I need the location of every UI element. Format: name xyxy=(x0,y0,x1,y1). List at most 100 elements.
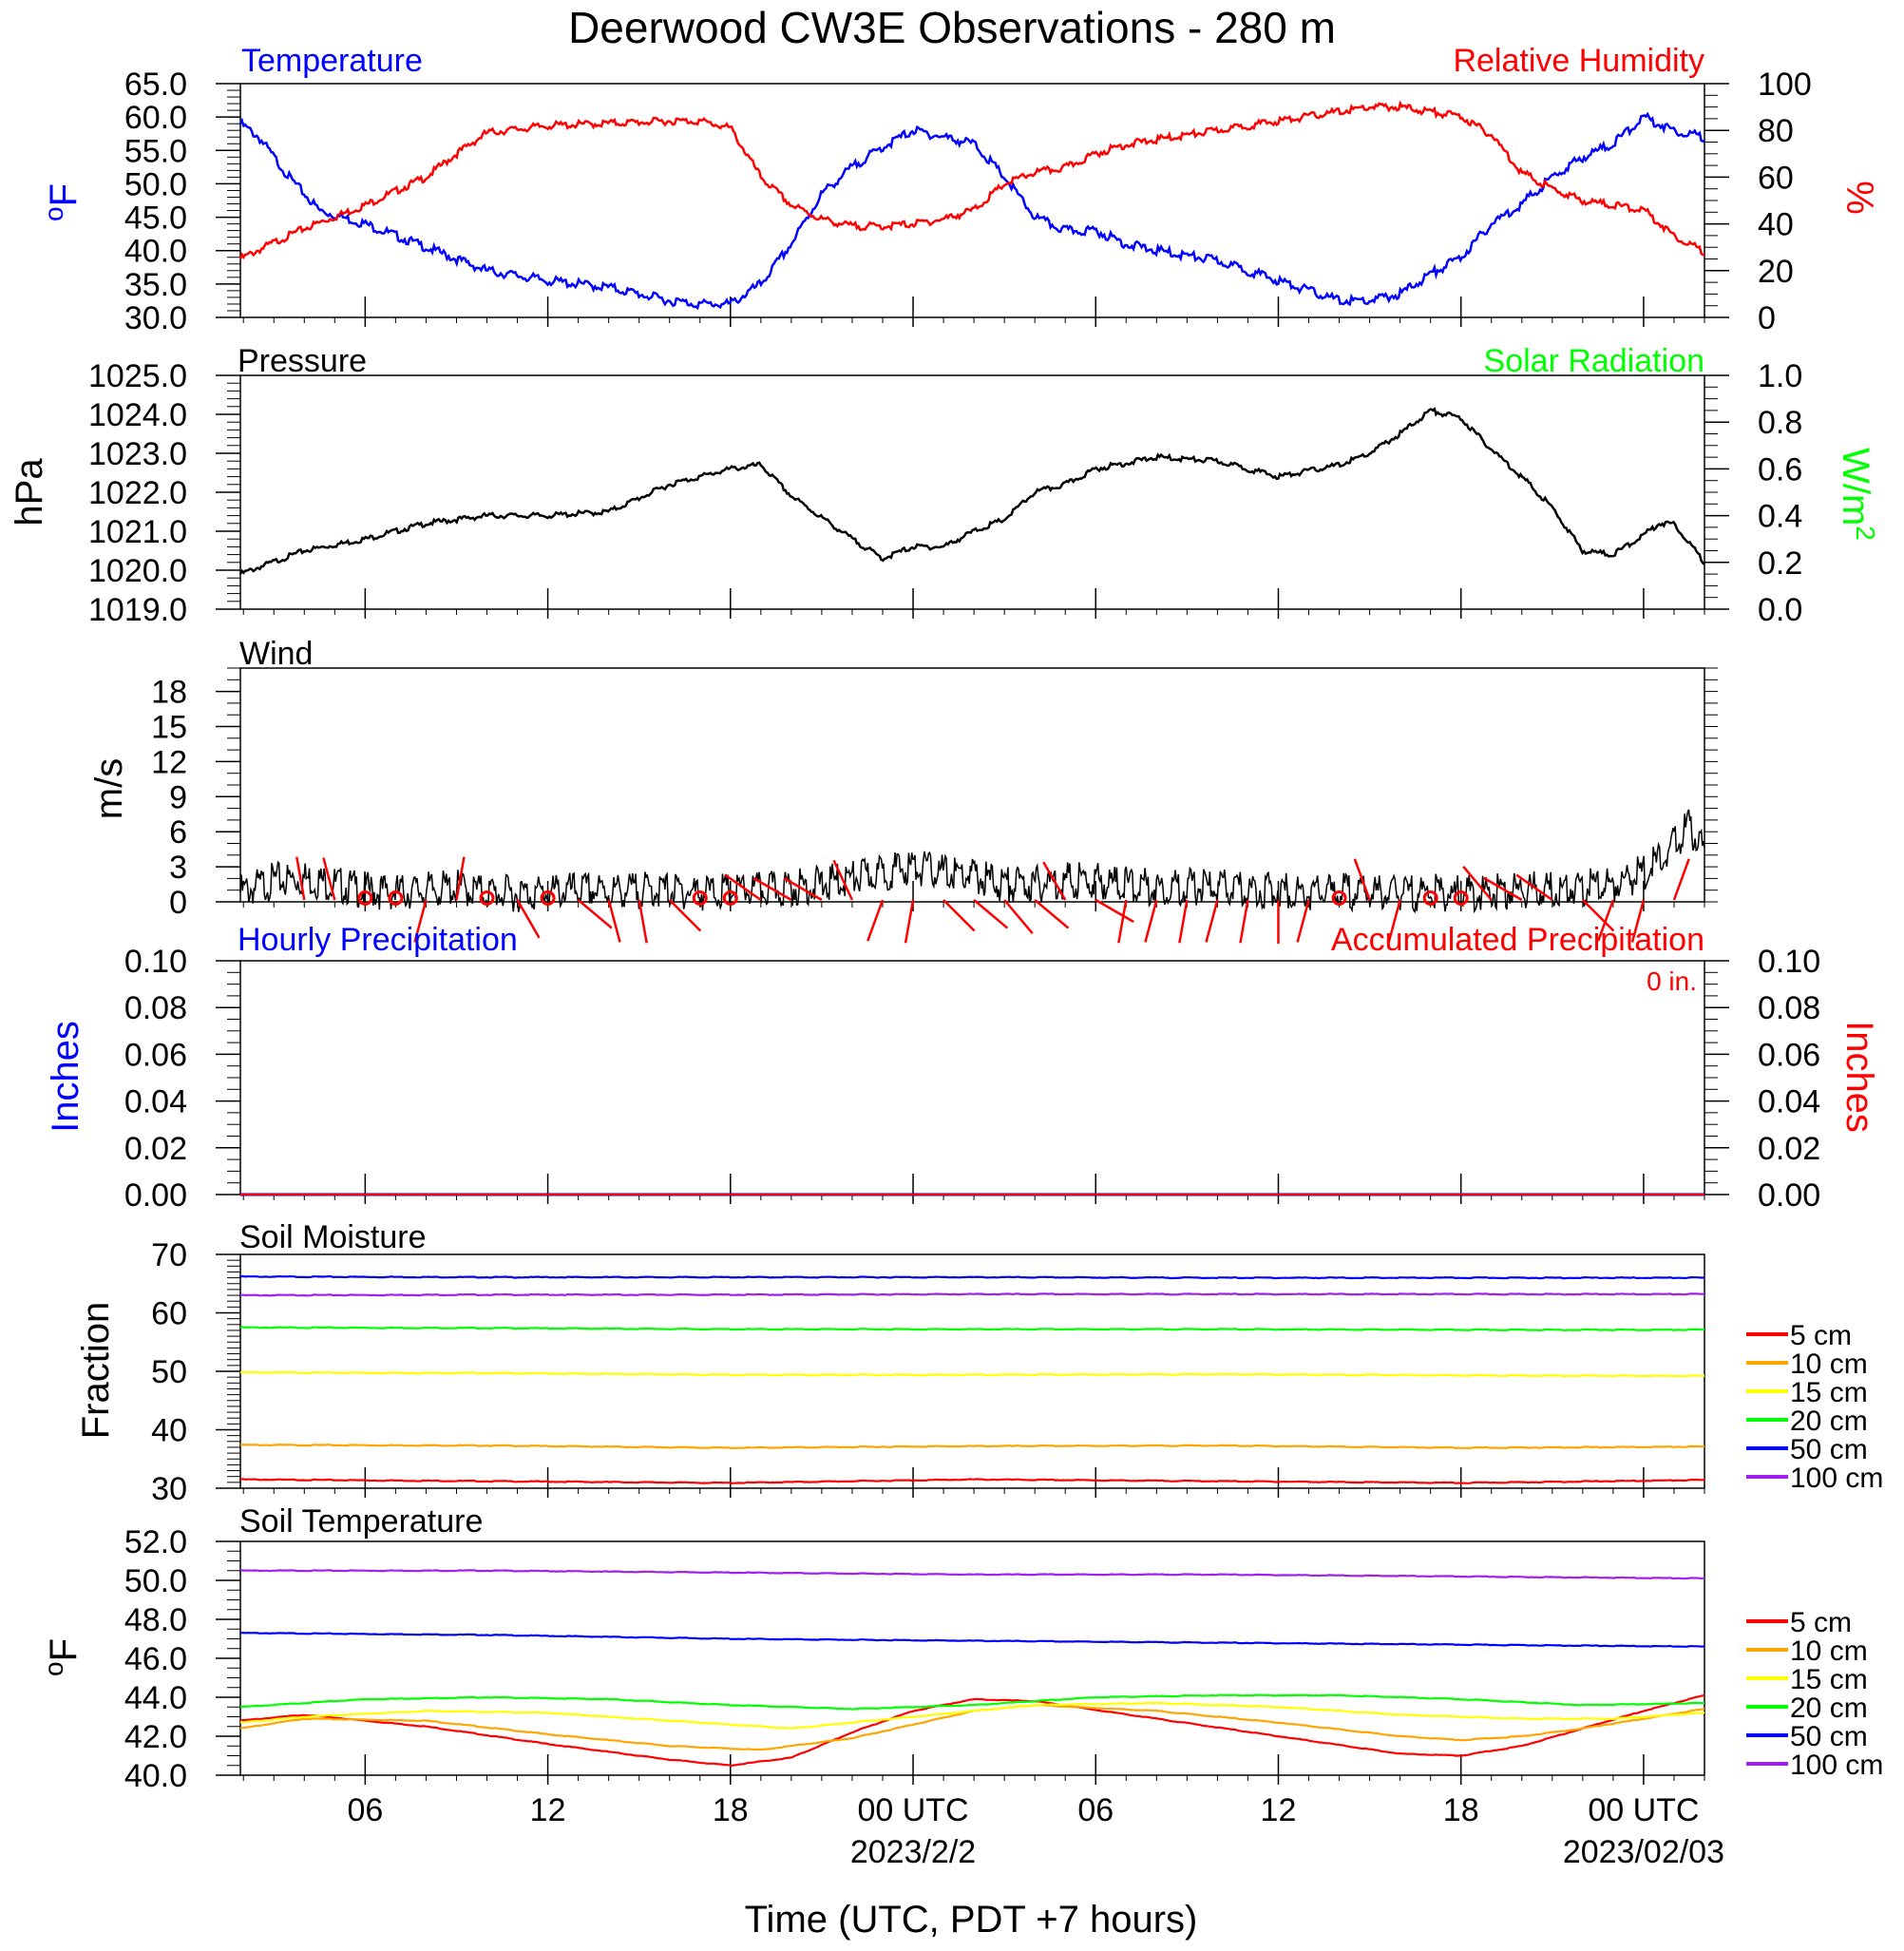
wind-barb xyxy=(1296,899,1310,943)
soil-moisture-panel: Soil Moisture Fraction 30 40 50 60 70 5 cm10 … xyxy=(75,1219,1883,1507)
wind-barb xyxy=(973,899,1009,929)
wind-barb xyxy=(322,857,336,901)
pressure-label: Pressure xyxy=(238,343,367,379)
pressure-tick-label: 1022.0 xyxy=(88,475,187,511)
depth-line-15cm xyxy=(239,1370,1705,1378)
humidity-line xyxy=(238,100,1705,259)
degree-prefix: o xyxy=(39,206,68,221)
wind-barb xyxy=(1515,873,1553,902)
depth-line-5cm xyxy=(239,1478,1705,1485)
soil-temperature-tick-label: 44.0 xyxy=(124,1680,187,1716)
accum-precip-tick-label: 0.02 xyxy=(1758,1131,1820,1167)
wind-tick-label: 15 xyxy=(151,710,187,746)
soil-moisture-label: Soil Moisture xyxy=(239,1219,427,1255)
time-tick-label: 18 xyxy=(1443,1792,1479,1828)
depth-line-10cm xyxy=(239,1443,1705,1450)
depth-line-5cm xyxy=(239,1693,1705,1768)
wind-barb xyxy=(1462,865,1493,901)
wind-barb xyxy=(1095,898,1134,924)
solar-tick-label: 0.8 xyxy=(1758,405,1802,441)
precip-tick-label: 0.06 xyxy=(124,1037,187,1073)
wind-barb xyxy=(1205,899,1219,943)
wind-barb xyxy=(783,876,823,902)
humidity-tick-label: 80 xyxy=(1758,113,1794,149)
temperature-tick-label: 65.0 xyxy=(124,67,187,103)
wind-barb xyxy=(607,899,621,943)
wind-label: Wind xyxy=(239,636,313,672)
wind-barb xyxy=(724,873,762,902)
solar-label: Solar Radiation xyxy=(1484,343,1704,379)
temperature-tick-label: 50.0 xyxy=(124,166,187,202)
wind-barb xyxy=(668,899,702,932)
calm-wind-marker xyxy=(540,890,556,906)
wind-barb xyxy=(1596,899,1615,942)
soil-temperature-legend-entry: 10 cm xyxy=(1790,1635,1868,1667)
depth-line-100cm xyxy=(239,1569,1705,1580)
wind-barb xyxy=(1630,899,1646,943)
time-tick-label: 06 xyxy=(1077,1792,1114,1828)
precip-tick-label: 0.04 xyxy=(124,1084,187,1120)
temperature-tick-label: 55.0 xyxy=(124,133,187,169)
fahrenheit-unit: F xyxy=(43,1638,85,1661)
wind-barb xyxy=(295,856,306,901)
degree-prefix: o xyxy=(39,1661,68,1676)
precip-tick-label: 0.10 xyxy=(124,944,187,980)
soil-moisture-legend-entry: 15 cm xyxy=(1790,1377,1868,1408)
soil-moisture-tick-label: 30 xyxy=(151,1471,187,1507)
calm-wind-marker xyxy=(1331,890,1347,906)
accum-precip-tick-label: 0.00 xyxy=(1758,1177,1820,1214)
depth-line-50cm xyxy=(239,1274,1705,1280)
precip-tick-label: 0.00 xyxy=(124,1177,187,1214)
wind-barb xyxy=(455,856,466,901)
depth-line-20cm xyxy=(239,1693,1705,1711)
soil-temperature-tick-label: 40.0 xyxy=(124,1758,187,1794)
soil-temperature-legend-entry: 100 cm xyxy=(1790,1750,1883,1781)
wind-tick-label: 6 xyxy=(169,814,187,851)
wind-barb xyxy=(1003,899,1034,935)
pressure-tick-label: 1024.0 xyxy=(88,397,187,433)
accum-precip-tick-label: 0.10 xyxy=(1758,944,1820,980)
soil-temperature-legend-entry: 50 cm xyxy=(1790,1721,1868,1752)
pressure-tick-label: 1023.0 xyxy=(88,436,187,472)
depth-line-100cm xyxy=(239,1292,1705,1297)
wind-barb xyxy=(638,899,648,944)
depth-line-50cm xyxy=(239,1631,1705,1648)
precip-axis-title-right: Inches xyxy=(1838,1021,1880,1133)
humidity-tick-label: 20 xyxy=(1758,254,1794,290)
soil-moisture-legend-entry: 50 cm xyxy=(1790,1434,1868,1465)
fahrenheit-unit: F xyxy=(43,183,85,206)
calm-wind-marker xyxy=(1422,890,1438,906)
solar-tick-label: 0.2 xyxy=(1758,545,1802,582)
wind-barb xyxy=(1144,899,1158,943)
pressure-line xyxy=(238,407,1705,575)
wind-barb xyxy=(1353,858,1371,901)
soil-temperature-panel: Soil Temperature oF 40.042.044.046.048.0… xyxy=(39,1503,1883,1794)
solar-unit-exponent: 2 xyxy=(1851,526,1880,541)
wind-tick-label: 3 xyxy=(169,850,187,886)
wind-barb xyxy=(1387,899,1401,943)
wind-barb xyxy=(1042,861,1067,901)
temperature-humidity-panel: Temperature Relative Humidity oF % 30.03… xyxy=(39,43,1880,336)
figure-title: Deerwood CW3E Observations - 280 m xyxy=(568,3,1336,52)
soil-temperature-tick-label: 46.0 xyxy=(124,1641,187,1677)
soil-moisture-axis-title: Fraction xyxy=(75,1302,117,1440)
depth-line-20cm xyxy=(239,1326,1705,1331)
soil-moisture-tick-label: 70 xyxy=(151,1237,187,1273)
time-tick-label: 12 xyxy=(530,1792,566,1828)
accum-precip-tick-label: 0.04 xyxy=(1758,1084,1820,1120)
precipitation-panel: Hourly Precipitation Accumulated Precipi… xyxy=(45,922,1880,1214)
humidity-label: Relative Humidity xyxy=(1453,43,1704,79)
temperature-tick-label: 35.0 xyxy=(124,267,187,303)
time-tick-label: 00 UTC xyxy=(857,1792,968,1828)
x-axis-title: Time (UTC, PDT +7 hours) xyxy=(745,1899,1198,1941)
soil-temperature-tick-label: 42.0 xyxy=(124,1719,187,1755)
soil-temperature-tick-label: 50.0 xyxy=(124,1563,187,1599)
soil-temperature-axis-title: oF xyxy=(39,1638,85,1676)
soil-moisture-tick-label: 40 xyxy=(151,1413,187,1449)
soil-moisture-tick-label: 60 xyxy=(151,1296,187,1332)
calm-wind-marker xyxy=(479,890,495,906)
date-label: 2023/02/03 xyxy=(1563,1834,1724,1870)
calm-wind-marker xyxy=(388,890,404,906)
accum-precip-label: Accumulated Precipitation xyxy=(1331,922,1704,958)
